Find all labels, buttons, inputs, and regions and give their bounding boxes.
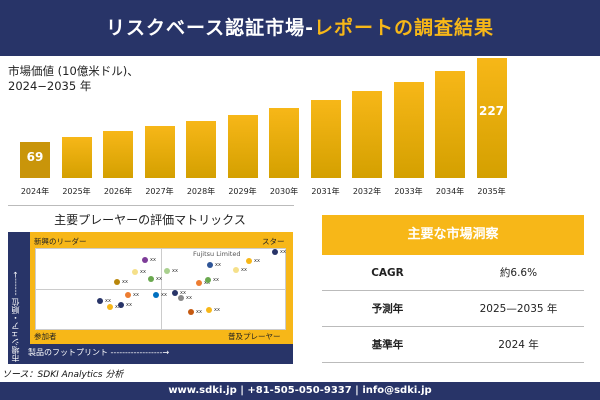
source-note: ソース：SDKI Analytics 分析: [2, 370, 124, 380]
x-tick-label: 2024年: [20, 187, 50, 196]
insights-title: 主要な市場洞察: [322, 215, 584, 255]
bar-data-label: 227: [478, 104, 505, 118]
player-point: [207, 262, 213, 268]
player-point: [172, 290, 178, 296]
player-point: [188, 309, 194, 315]
player-point: [148, 276, 154, 282]
bar: [310, 99, 341, 178]
bar: [269, 107, 299, 178]
insight-value: 約6.6%: [499, 267, 538, 279]
player-label: xx: [213, 277, 219, 283]
insight-row: 基準年 2024 年: [322, 327, 584, 363]
player-label: xx: [172, 268, 178, 274]
x-tick-label: 2027年: [145, 187, 174, 196]
player-point: [178, 295, 184, 301]
player-point: [142, 257, 148, 263]
player-point: [153, 292, 159, 298]
player-label: xx: [156, 276, 162, 282]
player-label: xx: [150, 257, 156, 263]
player-point: [205, 277, 211, 283]
player-label: xx: [133, 292, 139, 298]
bar: [103, 131, 133, 178]
player-label: xx: [180, 290, 186, 296]
insight-key: 基準年: [371, 339, 404, 351]
bar: [186, 121, 216, 178]
player-label: xx: [204, 280, 210, 286]
player-label: xx: [214, 307, 220, 313]
x-tick-label: 2034年: [435, 187, 465, 196]
x-tick-label: 2026年: [103, 187, 133, 196]
player-point: [97, 298, 103, 304]
player-point: [246, 258, 252, 264]
player-point: [233, 267, 239, 273]
player-point: [132, 269, 138, 275]
matrix-plot: [35, 248, 286, 330]
quadrant-pervasive-players: 普及プレーヤー: [228, 332, 281, 341]
title-accent: レポートの調査結果: [313, 17, 494, 39]
insight-row: CAGR 約6.6%: [322, 255, 584, 291]
player-point: [114, 279, 120, 285]
player-point: [125, 292, 131, 298]
chart-title-2: 2024−2035 年: [8, 79, 92, 93]
x-tick-label: 2025年: [62, 187, 91, 196]
player-label: xx: [115, 304, 121, 310]
bar: [61, 136, 92, 178]
player-point: [206, 307, 212, 313]
x-tick-label: 2032年: [352, 187, 382, 196]
insight-row: 予測年 2025—2035 年: [322, 291, 584, 327]
bar-data-label: 69: [26, 150, 44, 164]
player-label: xx: [280, 249, 286, 255]
player-point: [272, 249, 278, 255]
x-tick-label: 2030年: [269, 187, 299, 196]
player-label: xx: [105, 298, 111, 304]
insight-value: 2025—2035 年: [479, 303, 558, 315]
player-point: [164, 268, 170, 274]
x-tick-label: 2031年: [311, 187, 340, 196]
player-label: xx: [161, 292, 167, 298]
player-label: xx: [126, 302, 132, 308]
matrix-title: 主要プレーヤーの評価マトリックス: [54, 213, 246, 227]
insight-key: 予測年: [371, 303, 404, 315]
x-tick-label: 2029年: [228, 187, 257, 196]
bar: [227, 114, 258, 178]
bar: [476, 58, 507, 178]
highlight-label: Fujitsu Limited: [193, 250, 241, 258]
quadrant-emerging-leaders: 新興のリーダー: [34, 237, 87, 246]
divider: [8, 205, 294, 206]
bar: [352, 90, 382, 178]
player-label: xx: [241, 267, 247, 273]
player-point: [118, 302, 124, 308]
insight-key: CAGR: [371, 266, 404, 279]
player-label: xx: [215, 262, 221, 268]
footer-contact: www.sdki.jp | +81-505-050-9337 | info@sd…: [0, 382, 600, 400]
quadrant-stars: スター: [262, 237, 285, 246]
chart-title: 市場価値 (10億米ドル)、 2024−2035 年: [8, 64, 139, 94]
x-tick-label: 2033年: [394, 187, 423, 196]
player-label: xx: [254, 258, 260, 264]
player-label: xx: [196, 309, 202, 315]
player-label: xx: [122, 279, 128, 285]
player-point: [196, 280, 202, 286]
chart-title-1: 市場価値 (10億米ドル)、: [8, 64, 139, 78]
x-axis-label: 製品のフットプリント ------------------→: [28, 348, 170, 357]
bar: [20, 141, 50, 178]
x-tick-label: 2035年: [477, 187, 506, 196]
bar: [393, 81, 424, 178]
player-point: [107, 304, 113, 310]
player-label: xx: [186, 295, 192, 301]
title-main: リスクベース認証市場-: [106, 17, 314, 39]
bar: [435, 70, 465, 178]
bar: [144, 126, 175, 178]
y-axis-label: 市場シェア・順位 ------→: [11, 271, 20, 362]
quadrant-participants: 参加者: [34, 332, 57, 341]
player-label: xx: [140, 269, 146, 275]
insight-value: 2024 年: [498, 339, 539, 351]
insights-panel: 主要な市場洞察 CAGR 約6.6% 予測年 2025—2035 年 基準年 2024…: [322, 215, 584, 363]
header: リスクベース認証市場-レポートの調査結果: [0, 0, 600, 56]
x-tick-label: 2028年: [186, 187, 216, 196]
